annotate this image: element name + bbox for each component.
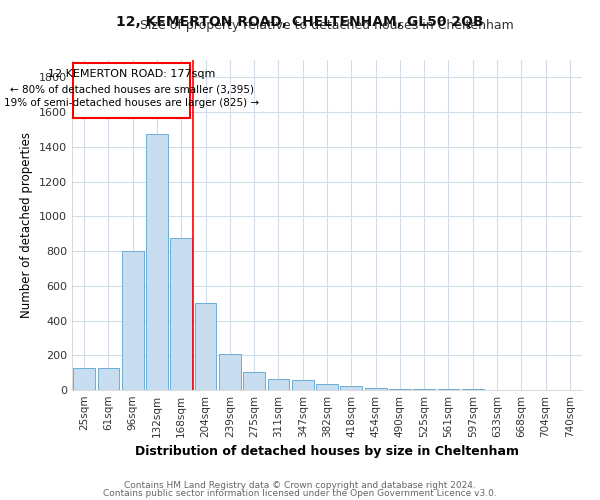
Bar <box>73 368 95 390</box>
Bar <box>194 303 217 390</box>
Text: Contains HM Land Registry data © Crown copyright and database right 2024.: Contains HM Land Registry data © Crown c… <box>124 481 476 490</box>
Bar <box>268 378 289 390</box>
Bar <box>170 238 192 390</box>
X-axis label: Distribution of detached houses by size in Cheltenham: Distribution of detached houses by size … <box>135 446 519 458</box>
Bar <box>219 354 241 390</box>
Title: Size of property relative to detached houses in Cheltenham: Size of property relative to detached ho… <box>140 20 514 32</box>
Text: 12, KEMERTON ROAD, CHELTENHAM, GL50 2QB: 12, KEMERTON ROAD, CHELTENHAM, GL50 2QB <box>116 15 484 29</box>
Bar <box>292 380 314 390</box>
Bar <box>243 372 265 390</box>
Text: 12 KEMERTON ROAD: 177sqm: 12 KEMERTON ROAD: 177sqm <box>48 70 215 80</box>
Text: ← 80% of detached houses are smaller (3,395): ← 80% of detached houses are smaller (3,… <box>10 84 254 94</box>
Bar <box>413 389 435 390</box>
Bar <box>97 368 119 390</box>
Bar <box>316 384 338 390</box>
Bar <box>146 134 168 390</box>
FancyBboxPatch shape <box>73 64 190 118</box>
Bar <box>340 386 362 390</box>
Text: Contains public sector information licensed under the Open Government Licence v3: Contains public sector information licen… <box>103 488 497 498</box>
Bar <box>122 251 143 390</box>
Bar <box>389 388 411 390</box>
Bar <box>365 388 386 390</box>
Y-axis label: Number of detached properties: Number of detached properties <box>20 132 34 318</box>
Text: 19% of semi-detached houses are larger (825) →: 19% of semi-detached houses are larger (… <box>4 98 259 108</box>
